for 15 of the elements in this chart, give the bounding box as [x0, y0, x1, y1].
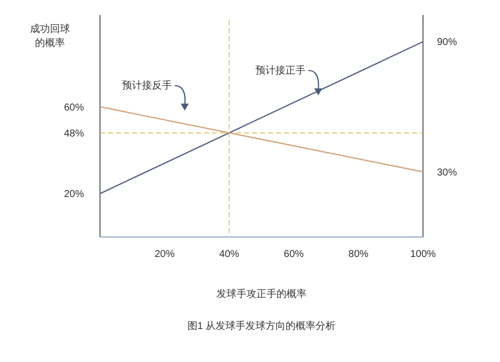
x-tick-label: 80% — [348, 249, 369, 260]
y-tick-label: 60% — [64, 102, 84, 114]
caption: 图1 从发球手发球方向的概率分析 — [187, 320, 336, 332]
series-label: 预计接正手 — [255, 64, 306, 76]
y2-tick-label: 90% — [437, 37, 458, 48]
x-tick-label: 20% — [154, 249, 175, 260]
y-tick-label: 20% — [64, 189, 84, 200]
x-tick-label: 60% — [284, 249, 304, 260]
x-axis-title: 发球手攻正手的概率 — [216, 288, 306, 300]
y-axis-title: 成功回球的概率 — [30, 23, 70, 49]
y-tick-label: 48% — [64, 128, 84, 140]
y2-tick-label: 30% — [437, 167, 458, 178]
x-tick-label: 40% — [219, 249, 240, 260]
series-label: 预计接反手 — [122, 80, 172, 92]
x-tick-label: 100% — [410, 249, 436, 260]
